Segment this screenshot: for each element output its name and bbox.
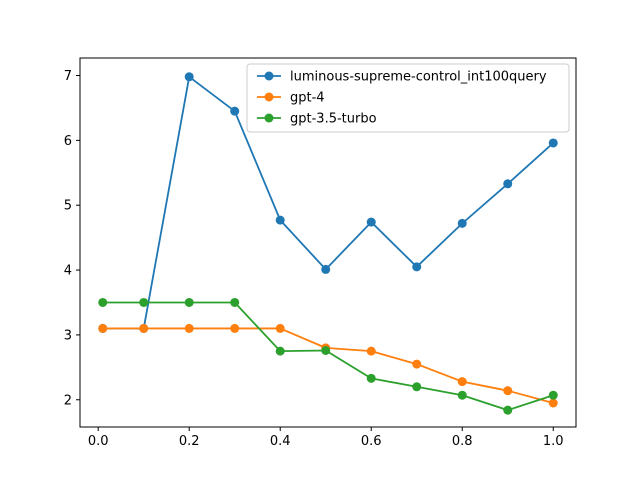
legend-label: gpt-4 <box>290 91 325 106</box>
axes: 0.0 0.2 0.4 0.6 0.8 1.0 2 3 4 5 6 7 <box>64 57 577 449</box>
legend-entry: gpt-4 <box>257 91 325 106</box>
data-point <box>457 390 467 400</box>
x-tick-label: 0.4 <box>270 434 291 449</box>
data-point <box>548 138 558 148</box>
data-point <box>503 179 513 189</box>
data-point <box>184 297 194 307</box>
y-tick-label: 7 <box>64 69 72 84</box>
data-point <box>366 346 376 356</box>
series-layer <box>98 72 558 415</box>
legend-label: luminous-supreme-control_int100query <box>290 70 547 85</box>
legend-entry: gpt-3.5-turbo <box>257 112 377 127</box>
plot-frame <box>79 57 577 428</box>
legend-label: gpt-3.5-turbo <box>290 112 377 127</box>
data-point <box>548 390 558 400</box>
data-point <box>366 217 376 227</box>
legend-box <box>246 63 570 133</box>
x-tick-label: 0.8 <box>452 434 473 449</box>
data-point <box>321 264 331 274</box>
data-point <box>412 382 422 392</box>
data-point <box>230 323 240 333</box>
data-point <box>412 262 422 272</box>
series-gpt-3.5-turbo <box>98 297 558 415</box>
data-point <box>412 359 422 369</box>
legend-marker <box>264 92 274 102</box>
data-point <box>230 297 240 307</box>
data-point <box>230 106 240 116</box>
legend: luminous-supreme-control_int100query gpt-… <box>246 63 570 133</box>
data-point <box>275 323 285 333</box>
data-point <box>321 345 331 355</box>
data-point <box>139 297 149 307</box>
x-tick-label: 0.2 <box>179 434 200 449</box>
data-point <box>275 346 285 356</box>
legend-entry: luminous-supreme-control_int100query <box>257 70 547 85</box>
x-tick-label: 0.6 <box>361 434 382 449</box>
y-tick-label: 5 <box>64 199 72 214</box>
data-point <box>503 386 513 396</box>
x-tick-label: 1.0 <box>543 434 564 449</box>
data-point <box>503 405 513 415</box>
y-tick-label: 4 <box>64 264 72 279</box>
legend-marker <box>264 113 274 123</box>
data-point <box>457 377 467 387</box>
data-point <box>184 323 194 333</box>
data-point <box>98 297 108 307</box>
y-tick-label: 3 <box>64 328 72 343</box>
data-point <box>139 323 149 333</box>
data-point <box>184 72 194 82</box>
y-tick-label: 2 <box>64 393 72 408</box>
legend-marker <box>264 71 274 81</box>
x-tick-label: 0.0 <box>88 434 109 449</box>
data-point <box>457 218 467 228</box>
y-tick-label: 6 <box>64 134 72 149</box>
data-point <box>275 215 285 225</box>
data-point <box>366 373 376 383</box>
data-point <box>548 398 558 408</box>
data-point <box>98 323 108 333</box>
